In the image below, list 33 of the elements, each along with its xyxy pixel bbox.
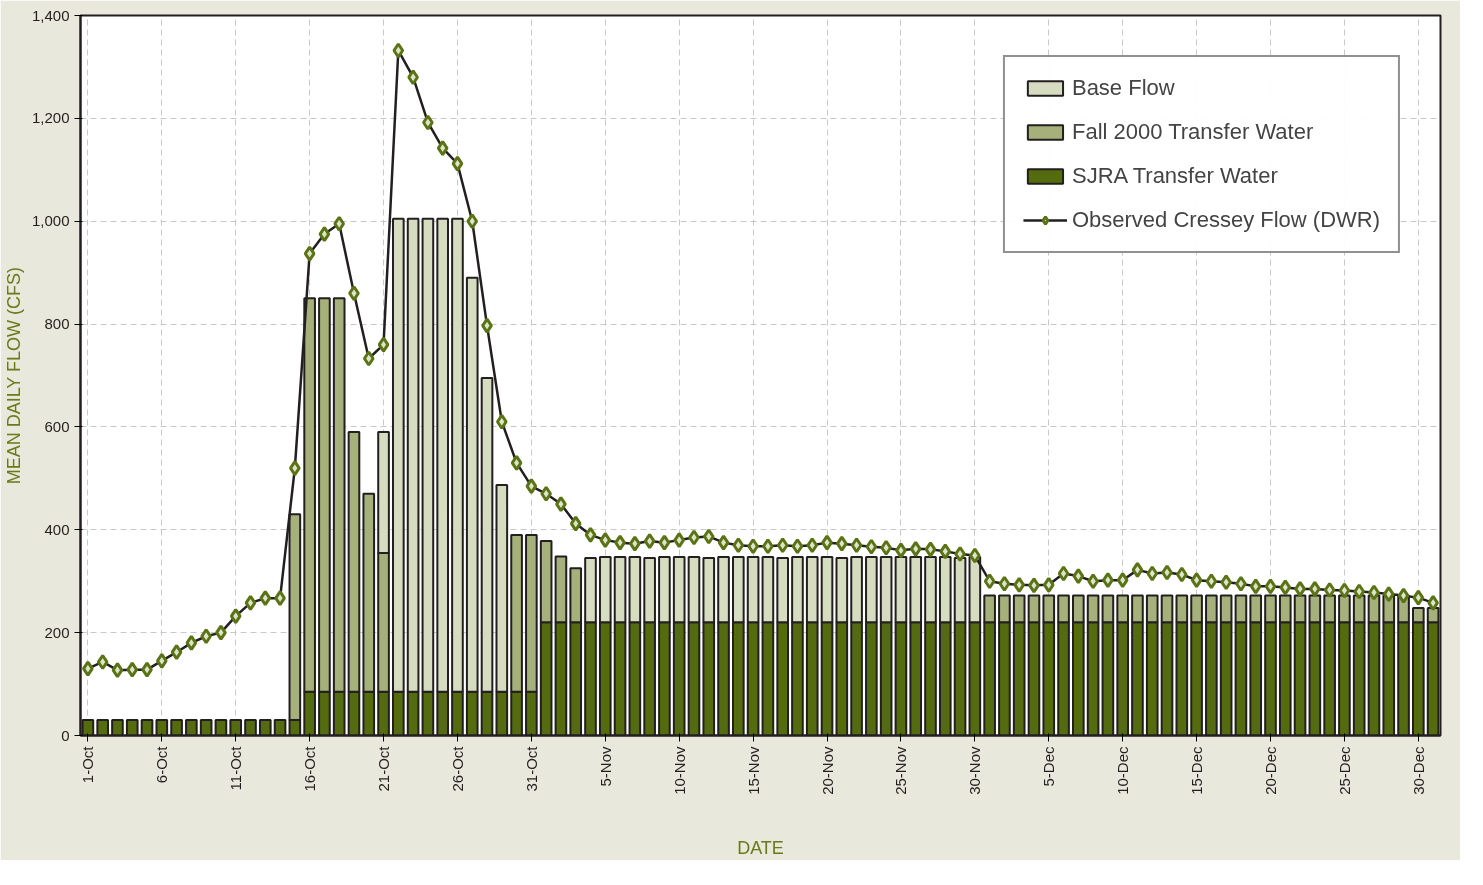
y-axis-title: MEAN DAILY FLOW (CFS) (3, 266, 24, 485)
x-tick-label: 10-Dec (1114, 746, 1132, 795)
y-tick-label: 1,000 (31, 212, 70, 230)
x-tick-label: 25-Nov (892, 746, 910, 795)
x-tick-label: 5-Nov (596, 746, 614, 787)
legend-label: Observed Cressey Flow (DWR) (1071, 207, 1380, 233)
x-tick-label: 20-Dec (1262, 746, 1279, 795)
x-tick-label: 21-Oct (375, 745, 393, 792)
x-tick-label: 31-Oct (522, 745, 540, 792)
y-tick-label: 0 (61, 726, 70, 744)
legend-label: Base Flow (1071, 75, 1175, 101)
y-tick-label: 600 (44, 417, 70, 435)
x-tick-label: 10-Nov (670, 746, 688, 795)
x-axis-title: DATE (737, 837, 784, 858)
x-tick-label: 16-Oct (301, 745, 319, 792)
x-tick-label: 1-Oct (79, 745, 97, 784)
x-tick-label: 26-Oct (448, 745, 466, 792)
y-tick-label: 800 (44, 315, 70, 333)
x-tick-label: 30-Nov (966, 746, 984, 795)
y-tick-label: 1,400 (31, 6, 70, 24)
y-tick-label: 1,200 (31, 109, 70, 127)
legend-label: SJRA Transfer Water (1071, 163, 1278, 189)
legend-label: Fall 2000 Transfer Water (1071, 119, 1314, 145)
x-tick-label: 20-Nov (818, 746, 836, 795)
y-tick-label: 400 (44, 520, 70, 538)
x-tick-label: 5-Dec (1040, 746, 1058, 787)
x-tick-label: 30-Dec (1409, 746, 1427, 795)
x-tick-label: 15-Dec (1188, 746, 1206, 795)
x-tick-label: 6-Oct (153, 745, 171, 784)
y-tick-label: 200 (44, 623, 70, 641)
x-tick-label: 25-Dec (1335, 746, 1353, 795)
x-tick-label: 11-Oct (227, 745, 245, 791)
x-tick-label: 15-Nov (744, 746, 762, 795)
